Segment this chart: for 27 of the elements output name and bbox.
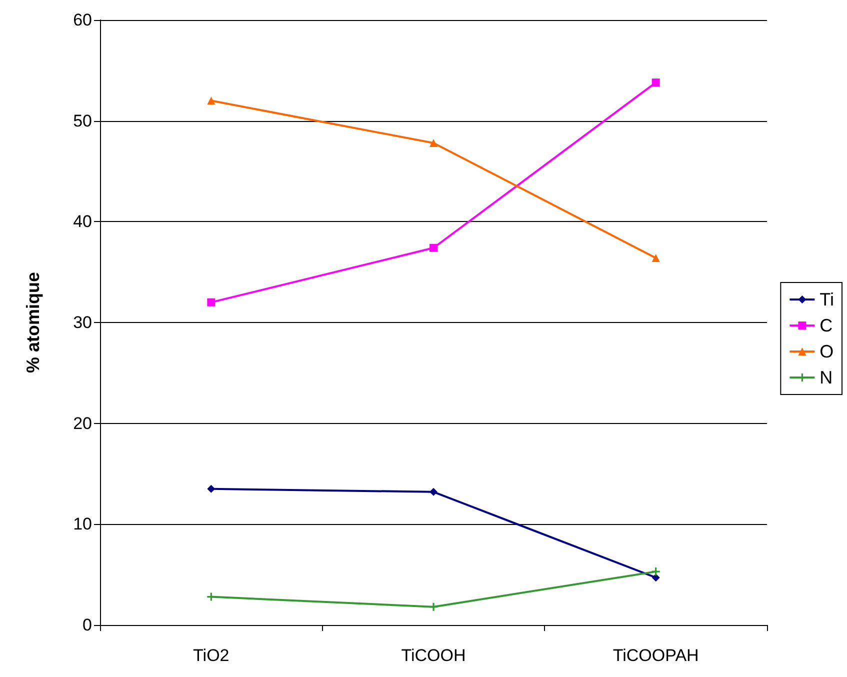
point xyxy=(430,244,438,252)
legend-label: C xyxy=(820,316,833,336)
legend-label: Ti xyxy=(820,290,834,310)
point xyxy=(430,139,438,148)
point xyxy=(207,484,216,493)
x-tick-label: TiCOOH xyxy=(401,646,466,665)
point xyxy=(207,96,216,105)
y-axis-title: % atomique xyxy=(23,272,43,374)
point xyxy=(652,78,660,87)
point xyxy=(652,574,660,582)
y-tick-label: 0 xyxy=(82,616,92,634)
point xyxy=(207,592,216,601)
point xyxy=(207,298,216,306)
y-tick-label: 10 xyxy=(73,514,92,534)
point xyxy=(652,568,660,576)
x-tick-label: TiO2 xyxy=(193,646,230,665)
x-tick-label: TiCOOPAH xyxy=(612,646,699,665)
point xyxy=(430,602,438,611)
y-tick-label: 20 xyxy=(73,414,92,433)
legend-label: O xyxy=(820,342,834,362)
y-tick-label: 30 xyxy=(73,313,92,332)
y-tick-label: 40 xyxy=(73,212,92,232)
point xyxy=(652,254,660,262)
legend-label: N xyxy=(820,368,833,388)
y-tick-label: 50 xyxy=(73,111,92,130)
point xyxy=(430,488,438,496)
y-tick-label: 60 xyxy=(73,10,92,30)
